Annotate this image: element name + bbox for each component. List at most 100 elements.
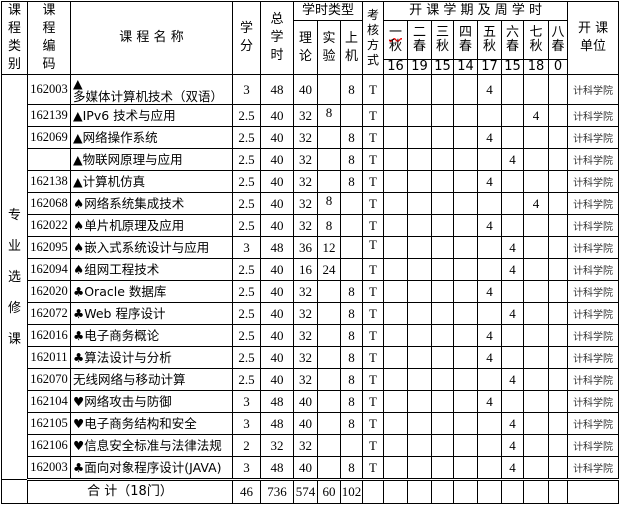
course-theory: 40 (293, 74, 318, 105)
semester-hours: 4 (477, 126, 502, 149)
semester-weeks: 16 (383, 59, 408, 75)
course-total: 48 (260, 236, 294, 259)
course-exam: T (362, 368, 384, 391)
semester-hours (453, 434, 478, 457)
semester-hours (477, 236, 502, 259)
course-name-cell: 无线网络与移动计算 (70, 368, 233, 391)
course-exp: 24 (317, 258, 341, 281)
course-name: 多媒体计算机技术（双语） (73, 88, 224, 104)
course-theory: 32 (293, 324, 318, 347)
course-unit: 计科学院 (567, 280, 620, 303)
course-name-cell: ▲IPv6 技术与应用 (70, 104, 233, 127)
semester-hours (407, 302, 432, 325)
semester-hours (523, 280, 549, 303)
semester-hours (523, 368, 549, 391)
course-theory: 40 (293, 456, 318, 480)
course-name-cell: ▲物联网原理与应用 (70, 148, 233, 171)
semester-hours (383, 236, 408, 259)
semester-hours (477, 456, 502, 480)
course-theory: 32 (293, 148, 318, 171)
semester-hours (407, 126, 432, 149)
semester-hours (383, 412, 408, 435)
course-total: 32 (260, 434, 294, 457)
course-comp: 8 (340, 412, 363, 435)
course-theory: 32 (293, 214, 318, 237)
semester-hours: 4 (501, 412, 524, 435)
semester-hours (501, 126, 524, 149)
semester-hours (501, 192, 524, 215)
course-code: 162094 (27, 258, 71, 281)
course-credits: 3 (232, 390, 261, 413)
course-theory: 32 (293, 346, 318, 369)
semester-season: 春 (458, 39, 472, 54)
course-comp (340, 434, 363, 457)
total-empty (523, 478, 549, 504)
course-mark-icon: ▲ (73, 108, 83, 123)
course-theory: 32 (293, 104, 318, 127)
semester-6: 六春 (501, 20, 524, 60)
header-computer: 上机 (340, 20, 363, 75)
course-exam: T (362, 214, 384, 237)
course-name-cell: ♠组网工程技术 (70, 258, 233, 281)
course-theory: 32 (293, 434, 318, 457)
course-total: 40 (260, 148, 294, 171)
course-name: 计算机仿真 (82, 174, 146, 189)
course-comp (340, 258, 363, 281)
semester-hours (477, 412, 502, 435)
course-exam: T (362, 192, 384, 215)
course-unit: 计科学院 (567, 258, 620, 281)
semester-hours: 4 (501, 456, 524, 480)
course-mark-icon: ♠ (73, 196, 85, 211)
course-credits: 2.5 (232, 324, 261, 347)
course-exp (317, 324, 341, 347)
semester-hours (523, 170, 549, 193)
semester-hours (453, 104, 478, 127)
header-theory: 理论 (293, 20, 318, 75)
semester-hours (431, 456, 454, 480)
header-experiment: 实验 (317, 20, 341, 75)
course-credits: 2.5 (232, 126, 261, 149)
header-hour-types: 学时类型 (293, 1, 363, 21)
course-exp (317, 148, 341, 171)
course-unit: 计科学院 (567, 324, 620, 347)
semester-hours (547, 74, 569, 105)
course-mark-icon: ♠ (73, 218, 85, 233)
semester-hours (407, 192, 432, 215)
course-name-cell: ♠网络系统集成技术 (70, 192, 233, 215)
course-code: 162072 (27, 302, 71, 325)
course-exam: T (362, 456, 384, 480)
semester-hours (547, 104, 569, 127)
course-exp (317, 280, 341, 303)
course-comp (340, 192, 363, 215)
course-name: 组网工程技术 (84, 262, 160, 277)
semester-hours (407, 368, 432, 391)
semester-hours (453, 192, 478, 215)
header-semesters: 开 课 学 期 及 周 学 时 (382, 1, 569, 21)
semester-hours (407, 456, 432, 480)
semester-hours (477, 258, 502, 281)
semester-hours (547, 126, 569, 149)
semester-season: 秋 (435, 39, 449, 54)
course-name-cell: ♠单片机原理及应用 (70, 214, 233, 237)
semester-hours: 4 (523, 104, 549, 127)
course-code: 162068 (27, 192, 71, 215)
course-name-cell: ▲网络操作系统 (70, 126, 233, 149)
semester-number: 一 (388, 25, 402, 40)
semester-hours (477, 302, 502, 325)
course-total: 40 (260, 170, 294, 193)
semester-weeks: 17 (477, 59, 502, 75)
course-comp: 8 (340, 346, 363, 369)
semester-hours (383, 74, 408, 105)
table-row: 162070 无线网络与移动计算 2.5 40 32 8 T 4 计科学院 (2, 368, 620, 391)
course-credits: 3 (232, 412, 261, 435)
course-exam: T (362, 390, 384, 413)
semester-hours (523, 214, 549, 237)
semester-hours (383, 368, 408, 391)
course-credits: 3 (232, 236, 261, 259)
course-credits: 2.5 (232, 280, 261, 303)
course-theory: 32 (293, 302, 318, 325)
course-name: 无线网络与移动计算 (73, 372, 186, 387)
semester-hours (383, 192, 408, 215)
total-empty (547, 478, 569, 504)
semester-hours (523, 126, 549, 149)
